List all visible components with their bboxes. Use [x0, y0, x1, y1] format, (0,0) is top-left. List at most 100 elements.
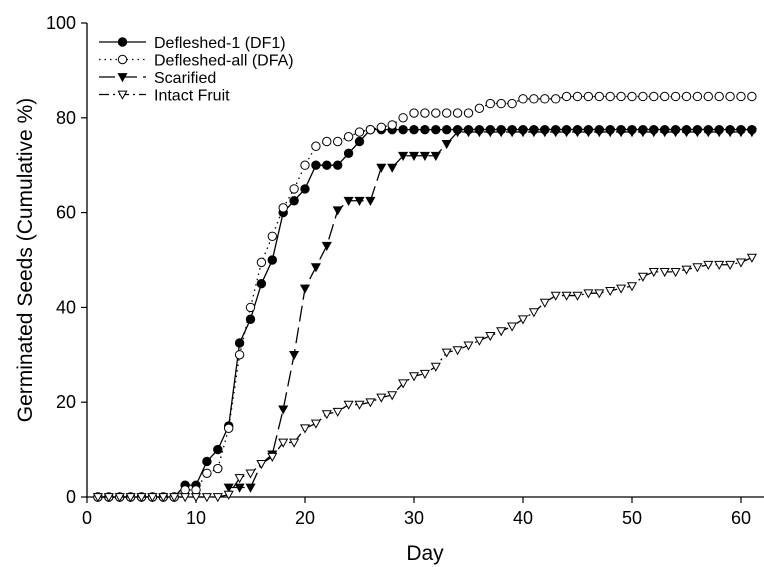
data-point	[616, 91, 626, 102]
data-point	[441, 140, 452, 150]
data-point	[528, 308, 539, 318]
data-point	[223, 483, 234, 493]
data-point	[452, 346, 463, 356]
data-point	[605, 286, 616, 297]
data-point	[245, 302, 256, 313]
data-point	[539, 128, 550, 138]
data-point	[507, 128, 518, 138]
legend: Defleshed-1 (DF1)Defleshed-all (DFA)Scar…	[99, 35, 294, 105]
series-2	[93, 91, 757, 502]
data-point	[572, 128, 583, 138]
data-point	[343, 148, 354, 159]
data-point	[419, 151, 430, 161]
data-point	[267, 231, 277, 242]
data-point	[245, 483, 256, 493]
data-point	[419, 369, 430, 379]
data-point	[561, 128, 572, 138]
data-point	[638, 91, 648, 102]
data-point	[703, 128, 714, 138]
data-point	[300, 184, 310, 194]
data-point	[267, 452, 278, 462]
data-point	[648, 128, 659, 138]
legend-label: Scarified	[154, 70, 216, 87]
data-point	[278, 438, 289, 448]
data-point	[408, 151, 420, 161]
data-point	[136, 493, 147, 503]
data-point	[376, 163, 387, 173]
data-point	[343, 196, 354, 206]
data-point	[299, 424, 311, 434]
data-point	[333, 136, 343, 147]
legend-label: Defleshed-1 (DF1)	[154, 35, 286, 52]
data-point	[147, 493, 158, 503]
data-point	[234, 483, 245, 493]
data-point	[289, 184, 299, 194]
data-point	[681, 265, 692, 275]
data-point	[518, 94, 528, 104]
data-point	[550, 291, 561, 301]
data-point	[725, 128, 736, 138]
data-point	[398, 124, 408, 135]
data-point	[332, 206, 343, 216]
data-point	[398, 151, 409, 161]
data-point	[616, 128, 627, 138]
data-point	[442, 124, 452, 135]
data-point	[747, 91, 757, 102]
data-point	[648, 267, 659, 278]
series-4	[92, 253, 757, 503]
data-point	[256, 459, 267, 470]
data-point	[670, 267, 681, 278]
data-point	[725, 260, 736, 270]
data-point	[376, 122, 386, 132]
data-point	[496, 327, 507, 337]
y-tick-label: 20	[56, 392, 76, 412]
legend-item: Defleshed-all (DFA)	[99, 53, 294, 70]
data-point	[517, 315, 529, 325]
data-point	[463, 128, 474, 138]
data-point	[420, 124, 430, 135]
data-point	[485, 128, 496, 138]
data-point	[278, 203, 288, 213]
data-point	[343, 400, 354, 410]
x-tick-label: 40	[513, 508, 533, 528]
y-tick-label: 100	[46, 13, 76, 33]
data-point	[594, 91, 604, 102]
data-point	[746, 253, 757, 263]
data-point	[117, 73, 128, 83]
data-point	[333, 160, 343, 170]
data-point	[551, 94, 561, 104]
y-tick-label: 0	[66, 487, 76, 507]
data-point	[431, 124, 441, 135]
data-point	[540, 94, 550, 104]
data-point	[452, 108, 463, 118]
data-point	[529, 94, 539, 104]
data-point	[310, 263, 321, 273]
data-point	[289, 350, 300, 361]
data-point	[117, 37, 128, 47]
data-point	[517, 128, 529, 138]
y-axis-title: Germinated Seeds (Cumulative %)	[14, 98, 37, 422]
x-tick-label: 60	[731, 508, 751, 528]
data-point	[387, 163, 398, 173]
data-point	[114, 493, 125, 503]
data-point	[202, 468, 212, 478]
data-point	[735, 258, 747, 268]
data-point	[180, 485, 190, 495]
data-point	[365, 196, 376, 206]
series-layer	[92, 91, 757, 503]
data-point	[322, 160, 332, 170]
data-point	[474, 336, 485, 346]
data-point	[626, 282, 638, 292]
data-point	[725, 91, 735, 102]
legend-label: Defleshed-all (DFA)	[154, 53, 294, 70]
data-point	[202, 456, 212, 467]
data-point	[659, 267, 670, 278]
data-point	[496, 128, 507, 138]
data-point	[289, 196, 299, 206]
data-point	[485, 98, 495, 109]
data-point	[616, 284, 627, 294]
data-point	[714, 128, 725, 138]
data-point	[605, 128, 616, 138]
data-point	[452, 128, 463, 138]
